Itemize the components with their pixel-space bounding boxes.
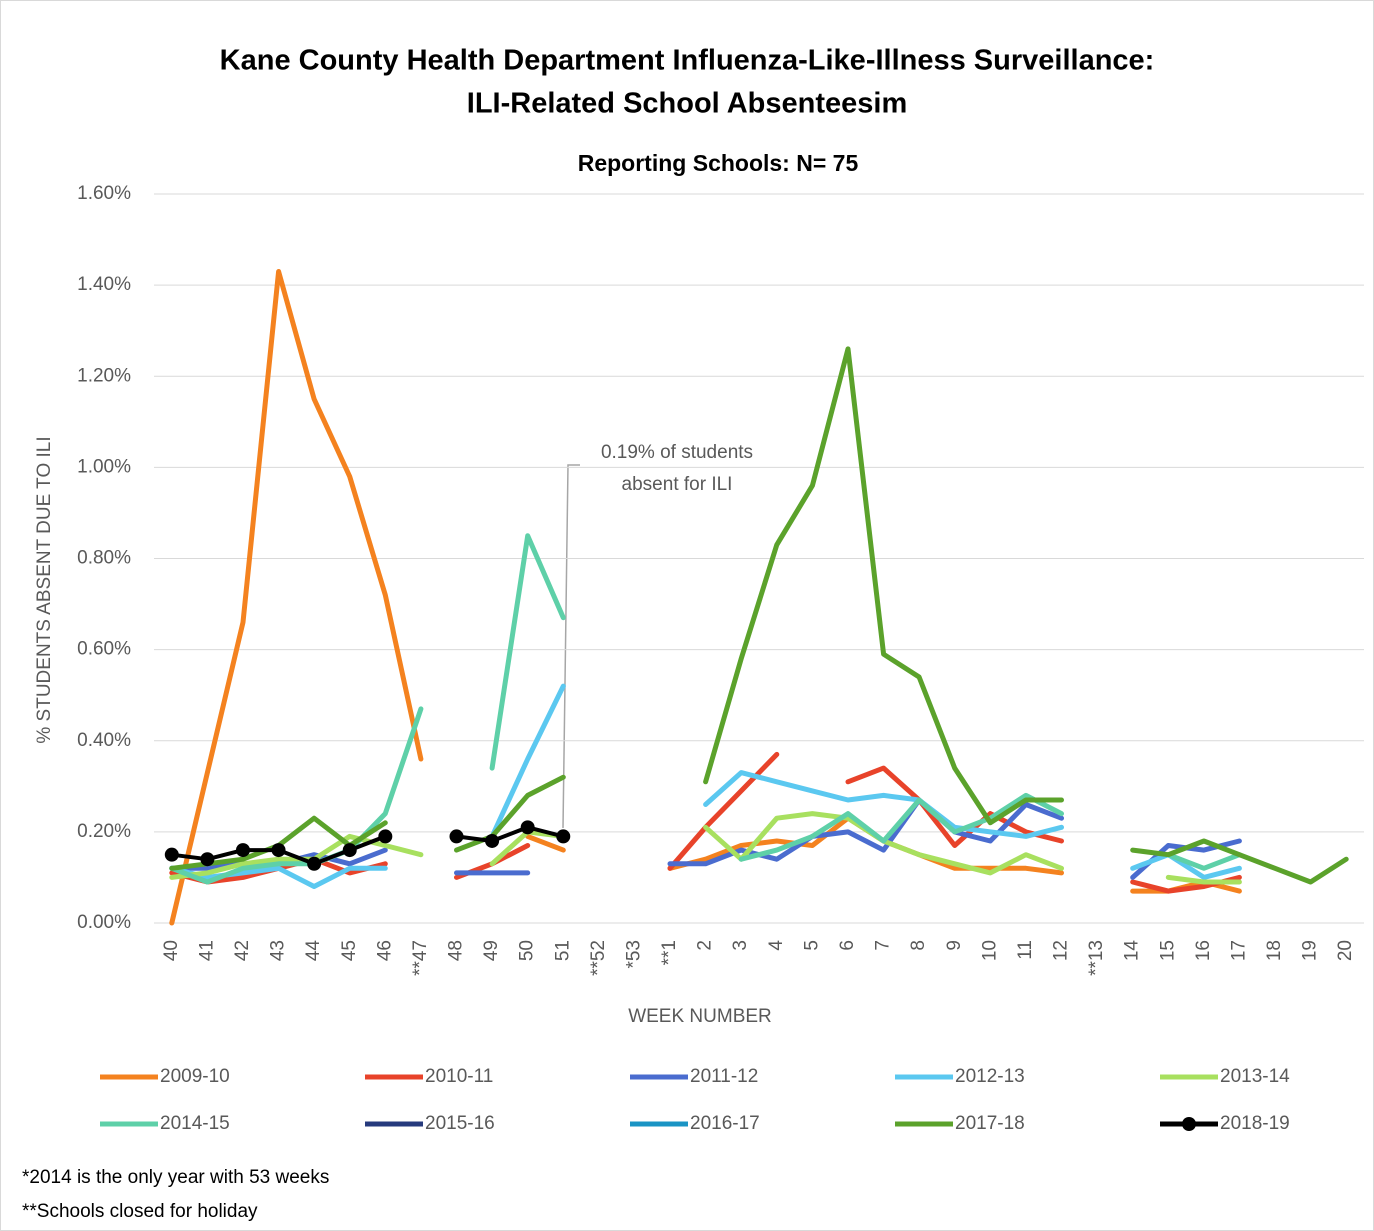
x-tick-label: 10 bbox=[979, 940, 1000, 961]
x-tick-label: **13 bbox=[1086, 940, 1107, 976]
y-tick-label: 0.60% bbox=[77, 639, 131, 660]
chart-subtitle: Reporting Schools: N= 75 bbox=[578, 150, 859, 176]
chart-title: ILI-Related School Absenteesim bbox=[467, 88, 907, 120]
annotation-leader bbox=[562, 464, 580, 829]
x-tick-label: 17 bbox=[1228, 940, 1249, 961]
x-tick-label: *53 bbox=[623, 940, 644, 969]
legend-marker bbox=[1182, 1117, 1196, 1131]
x-tick-label: 45 bbox=[339, 940, 360, 961]
legend-label: 2015-16 bbox=[425, 1113, 495, 1134]
x-tick-label: 42 bbox=[232, 940, 253, 961]
y-axis-label: % STUDENTS ABSENT DUE TO ILI bbox=[34, 436, 55, 743]
y-tick-label: 1.40% bbox=[77, 274, 131, 295]
legend-label: 2009-10 bbox=[160, 1066, 230, 1087]
legend-label: 2012-13 bbox=[955, 1066, 1025, 1087]
x-tick-label: 20 bbox=[1335, 940, 1356, 961]
y-tick-label: 1.60% bbox=[77, 183, 131, 204]
x-tick-label: **47 bbox=[410, 940, 431, 976]
x-tick-label: 19 bbox=[1300, 940, 1321, 961]
x-tick-label: 6 bbox=[837, 940, 858, 951]
point bbox=[378, 829, 393, 844]
annotation: absent for ILI bbox=[622, 474, 733, 495]
footnote: **Schools closed for holiday bbox=[22, 1201, 258, 1222]
point bbox=[200, 852, 215, 867]
x-tick-label: 9 bbox=[944, 940, 965, 951]
x-tick-label: 7 bbox=[873, 940, 894, 951]
legend-label: 2013-14 bbox=[1220, 1066, 1290, 1087]
x-axis-label: WEEK NUMBER bbox=[628, 1006, 772, 1027]
y-tick-label: 1.00% bbox=[77, 456, 131, 477]
legend-label: 2014-15 bbox=[160, 1113, 230, 1134]
point bbox=[556, 829, 571, 844]
y-tick-label: 0.20% bbox=[77, 821, 131, 842]
footnote: *2014 is the only year with 53 weeks bbox=[22, 1167, 329, 1188]
legend-label: 2010-11 bbox=[425, 1066, 493, 1087]
point bbox=[520, 820, 535, 835]
x-tick-label: 48 bbox=[446, 940, 467, 961]
x-tick-label: 46 bbox=[374, 940, 395, 961]
series-line bbox=[169, 683, 1242, 889]
x-tick-label: 41 bbox=[196, 940, 217, 961]
x-tick-label: **52 bbox=[588, 940, 609, 976]
point bbox=[271, 843, 286, 858]
x-tick-label: 51 bbox=[552, 940, 573, 961]
x-tick-label: 11 bbox=[1015, 940, 1036, 960]
y-tick-label: 0.00% bbox=[77, 912, 131, 933]
x-tick-label: 16 bbox=[1193, 940, 1214, 961]
point bbox=[235, 843, 250, 858]
series-line bbox=[169, 269, 1242, 926]
chart-title: Kane County Health Department Influenza-… bbox=[220, 45, 1155, 77]
x-tick-label: 44 bbox=[303, 940, 324, 962]
x-tick-label: 18 bbox=[1264, 940, 1285, 961]
point bbox=[164, 847, 179, 862]
x-tick-label: 8 bbox=[908, 940, 929, 951]
x-tick-label: 3 bbox=[730, 940, 751, 951]
point bbox=[485, 833, 500, 848]
legend-label: 2018-19 bbox=[1220, 1113, 1290, 1134]
point bbox=[449, 829, 464, 844]
y-tick-label: 1.20% bbox=[77, 365, 131, 386]
x-tick-label: 50 bbox=[517, 940, 538, 961]
x-tick-label: 4 bbox=[766, 940, 787, 951]
series-line bbox=[169, 533, 1242, 885]
legend-label: 2017-18 bbox=[955, 1113, 1025, 1134]
x-tick-label: 12 bbox=[1051, 940, 1072, 961]
point bbox=[342, 843, 357, 858]
x-tick-label: 14 bbox=[1122, 940, 1143, 962]
y-tick-label: 0.80% bbox=[77, 548, 131, 569]
x-tick-label: 43 bbox=[268, 940, 289, 961]
annotation: 0.19% of students bbox=[601, 442, 753, 463]
legend-label: 2016-17 bbox=[690, 1113, 760, 1134]
x-tick-label: 49 bbox=[481, 940, 502, 961]
x-tick-label: 15 bbox=[1157, 940, 1178, 961]
x-tick-label: **1 bbox=[659, 940, 680, 965]
y-tick-label: 0.40% bbox=[77, 730, 131, 751]
x-tick-label: 40 bbox=[161, 940, 182, 961]
x-tick-label: 5 bbox=[801, 940, 822, 951]
legend-label: 2011-12 bbox=[690, 1066, 758, 1087]
point bbox=[307, 856, 322, 871]
x-tick-label: 2 bbox=[695, 940, 716, 951]
